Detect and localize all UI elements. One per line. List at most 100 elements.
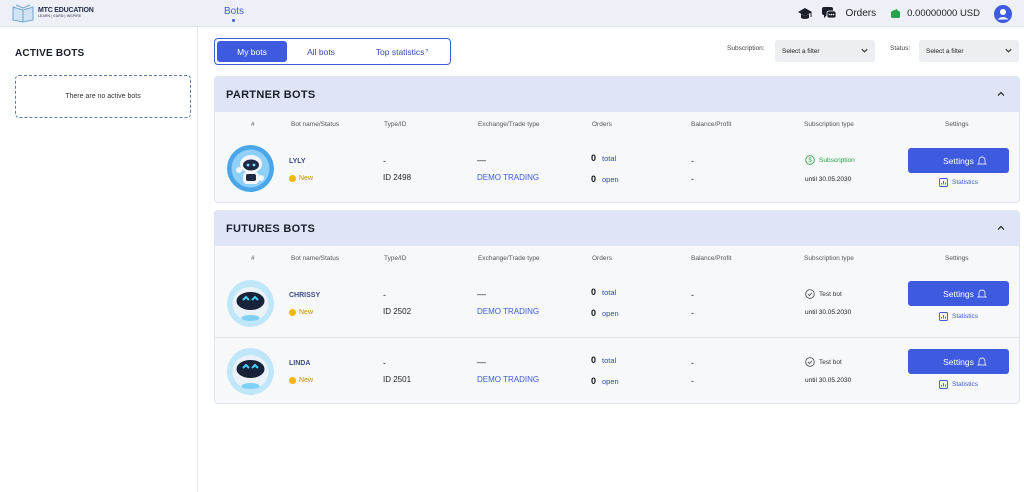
column-header-balance: Balance/Profit xyxy=(691,121,732,128)
column-header-balance: Balance/Profit xyxy=(691,255,732,262)
tab-all-bots[interactable]: All bots xyxy=(291,41,351,62)
empty-active-bots-text: There are no active bots xyxy=(65,93,141,100)
statistics-link-label: Statistics xyxy=(952,179,979,186)
bot-type: - xyxy=(383,358,386,368)
orders-open-count: 0 xyxy=(591,308,597,318)
statistics-link[interactable]: Statistics xyxy=(939,312,978,321)
help-superscript: ? xyxy=(425,48,429,55)
orders-open: 0 open xyxy=(591,174,619,184)
orders-open-count: 0 xyxy=(591,174,597,184)
check-circle-icon xyxy=(805,289,815,299)
orders-total-count: 0 xyxy=(591,287,597,297)
orders-total-label: total xyxy=(602,154,617,163)
column-header-index: # xyxy=(251,121,255,128)
bot-status-label: New xyxy=(299,309,314,316)
subscription-type: $ Subscription xyxy=(805,155,855,165)
section-header[interactable]: FUTURES BOTS xyxy=(215,211,1019,246)
tab-my-bots[interactable]: My bots xyxy=(217,41,287,62)
status-dot xyxy=(289,309,296,316)
statistics-link[interactable]: Statistics xyxy=(939,178,978,187)
check-circle-icon xyxy=(805,357,815,367)
column-header-subscription: Subscription type xyxy=(804,255,854,262)
section-header[interactable]: PARTNER BOTS xyxy=(215,77,1019,112)
settings-button[interactable]: Settings xyxy=(908,349,1009,374)
chevron-up-icon[interactable] xyxy=(996,223,1006,233)
bell-icon xyxy=(977,156,987,165)
bot-trade-type[interactable]: DEMO TRADING xyxy=(477,375,540,384)
column-header-exchange: Exchange/Trade type xyxy=(478,121,540,128)
subscription-type-label: Subscription xyxy=(819,156,855,164)
logo-book-icon xyxy=(12,4,34,23)
chevron-up-icon[interactable] xyxy=(996,89,1006,99)
subscription-type-label: Test bot xyxy=(819,358,842,366)
column-header-type: Type/ID xyxy=(384,255,407,262)
bot-balance: - xyxy=(691,358,694,368)
bot-id: ID 2501 xyxy=(383,375,412,384)
logo[interactable]: MTC EDUCATION LEARN | EARN | INSPIRE xyxy=(12,3,94,23)
statistics-link[interactable]: Statistics xyxy=(939,380,978,389)
sidebar-title: ACTIVE BOTS xyxy=(15,48,85,59)
subscription-type: Test bot xyxy=(805,289,842,299)
empty-active-bots: There are no active bots xyxy=(15,75,191,118)
section-futures-bots: FUTURES BOTS # Bot name/Status Type/ID E… xyxy=(214,210,1020,404)
nav-bots[interactable]: Bots xyxy=(224,6,245,17)
statistics-link-label: Statistics xyxy=(952,313,979,320)
tab-all-bots-label: All bots xyxy=(307,46,335,57)
bot-profit: - xyxy=(691,174,694,184)
orders-link[interactable]: Orders xyxy=(845,8,877,19)
column-header-settings: Settings xyxy=(945,121,969,128)
dollar-circle-icon: $ xyxy=(805,155,815,165)
column-header-exchange: Exchange/Trade type xyxy=(478,255,540,262)
subscription-until: until 30.05.2030 xyxy=(805,377,852,384)
bot-row: LINDA New - ID 2501 — DEMO TRADING 0 tota… xyxy=(215,337,1019,403)
wallet-icon xyxy=(890,8,902,20)
settings-button[interactable]: Settings xyxy=(908,148,1009,173)
subscription-filter-label: Subscription: xyxy=(727,45,765,52)
bot-name[interactable]: LINDA xyxy=(289,360,311,367)
column-header-bot-name: Bot name/Status xyxy=(291,255,340,262)
column-header-orders: Orders xyxy=(592,121,612,128)
logo-name: MTC EDUCATION xyxy=(38,7,94,15)
bell-icon xyxy=(977,357,987,366)
bot-avatar xyxy=(227,348,274,395)
graduation-cap-icon[interactable] xyxy=(796,5,814,23)
bot-id: ID 2498 xyxy=(383,173,412,182)
column-header-subscription: Subscription type xyxy=(804,121,854,128)
status-dot xyxy=(289,175,296,182)
bot-status: New xyxy=(289,309,313,316)
subscription-type: Test bot xyxy=(805,357,842,367)
bot-status: New xyxy=(289,175,313,182)
orders-total-label: total xyxy=(602,356,617,365)
orders-total: 0 total xyxy=(591,355,616,365)
bot-trade-type[interactable]: DEMO TRADING xyxy=(477,307,540,316)
bot-type: - xyxy=(383,290,386,300)
subscription-filter-select[interactable]: Select a filter xyxy=(775,40,875,62)
bot-name[interactable]: LYLY xyxy=(289,158,306,165)
status-filter-label: Status: xyxy=(890,45,911,52)
bot-trade-type[interactable]: DEMO TRADING xyxy=(477,173,540,182)
chart-icon xyxy=(939,178,948,187)
balance-display: 0.00000000 USD xyxy=(907,8,980,19)
top-bar: MTC EDUCATION LEARN | EARN | INSPIRE Bot… xyxy=(0,0,1024,27)
column-header-orders: Orders xyxy=(592,255,612,262)
bot-name[interactable]: CHRISSY xyxy=(289,292,321,299)
orders-open: 0 open xyxy=(591,376,619,386)
settings-button[interactable]: Settings xyxy=(908,281,1009,306)
bot-avatar xyxy=(227,145,274,192)
settings-button-label: Settings xyxy=(943,288,974,299)
sidebar: ACTIVE BOTS There are no active bots xyxy=(0,27,198,492)
subscription-type-label: Test bot xyxy=(819,290,842,298)
chat-icon[interactable] xyxy=(820,5,838,23)
status-filter-select[interactable]: Select a filter xyxy=(919,40,1019,62)
bot-avatar xyxy=(227,280,274,327)
tab-my-bots-label: My bots xyxy=(237,46,267,57)
status-dot xyxy=(289,377,296,384)
bot-profit: - xyxy=(691,376,694,386)
orders-total: 0 total xyxy=(591,287,616,297)
svg-text:$: $ xyxy=(808,158,812,164)
bot-profit: - xyxy=(691,308,694,318)
user-avatar-icon[interactable] xyxy=(994,4,1012,23)
column-header-bot-name: Bot name/Status xyxy=(291,121,340,128)
bot-row: CHRISSY New - ID 2502 — DEMO TRADING 0 to… xyxy=(215,270,1019,337)
tab-top-statistics[interactable]: Top statistics? xyxy=(355,41,449,62)
